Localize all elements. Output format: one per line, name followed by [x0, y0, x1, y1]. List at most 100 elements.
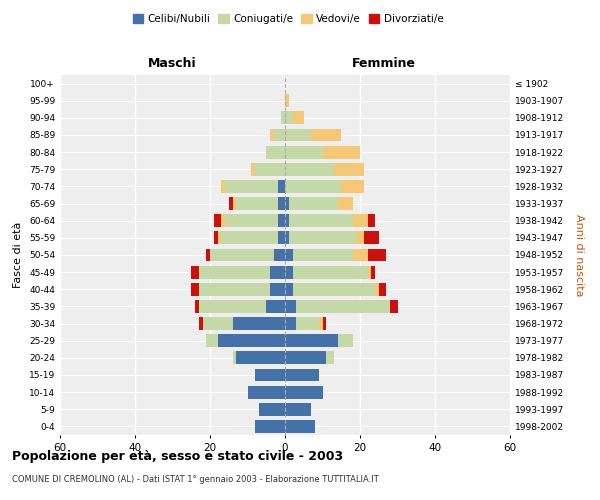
Y-axis label: Anni di nascita: Anni di nascita: [574, 214, 584, 296]
Y-axis label: Fasce di età: Fasce di età: [13, 222, 23, 288]
Bar: [375, 283, 379, 296]
Bar: [233, 352, 236, 364]
Bar: [293, 266, 367, 278]
Bar: [390, 300, 398, 313]
Bar: [277, 232, 285, 244]
Bar: [289, 232, 356, 244]
Bar: [218, 334, 285, 347]
Bar: [221, 180, 225, 193]
Bar: [203, 317, 233, 330]
Bar: [285, 352, 326, 364]
Bar: [285, 180, 341, 193]
Bar: [285, 334, 337, 347]
Bar: [341, 180, 364, 193]
Bar: [266, 300, 285, 313]
Bar: [236, 352, 285, 364]
Bar: [323, 317, 326, 330]
Bar: [285, 128, 311, 141]
Bar: [225, 180, 277, 193]
Bar: [199, 283, 270, 296]
Bar: [199, 300, 266, 313]
Bar: [248, 386, 285, 398]
Bar: [296, 300, 390, 313]
Bar: [353, 214, 367, 227]
Bar: [337, 197, 353, 210]
Bar: [195, 300, 199, 313]
Bar: [285, 197, 289, 210]
Bar: [285, 232, 289, 244]
Text: Maschi: Maschi: [148, 57, 197, 70]
Bar: [319, 317, 323, 330]
Bar: [233, 317, 285, 330]
Bar: [285, 146, 323, 158]
Bar: [214, 214, 221, 227]
Bar: [270, 266, 285, 278]
Bar: [367, 248, 386, 262]
Bar: [277, 180, 285, 193]
Bar: [353, 248, 367, 262]
Bar: [233, 197, 236, 210]
Bar: [277, 214, 285, 227]
Bar: [191, 266, 199, 278]
Bar: [285, 283, 293, 296]
Bar: [293, 283, 375, 296]
Bar: [274, 248, 285, 262]
Bar: [266, 146, 285, 158]
Bar: [255, 163, 285, 175]
Bar: [270, 283, 285, 296]
Bar: [285, 403, 311, 415]
Bar: [206, 248, 210, 262]
Bar: [199, 266, 270, 278]
Bar: [367, 266, 371, 278]
Text: Femmine: Femmine: [352, 57, 416, 70]
Bar: [255, 420, 285, 433]
Bar: [337, 334, 353, 347]
Bar: [221, 232, 277, 244]
Bar: [364, 232, 379, 244]
Bar: [259, 403, 285, 415]
Bar: [289, 214, 353, 227]
Bar: [210, 248, 274, 262]
Bar: [293, 112, 304, 124]
Bar: [367, 214, 375, 227]
Bar: [285, 368, 319, 382]
Bar: [285, 163, 334, 175]
Bar: [281, 112, 285, 124]
Bar: [274, 128, 285, 141]
Bar: [255, 368, 285, 382]
Bar: [285, 214, 289, 227]
Bar: [218, 232, 221, 244]
Bar: [285, 420, 315, 433]
Bar: [371, 266, 375, 278]
Bar: [285, 386, 323, 398]
Bar: [277, 197, 285, 210]
Bar: [236, 197, 277, 210]
Bar: [225, 214, 277, 227]
Bar: [323, 146, 360, 158]
Bar: [311, 128, 341, 141]
Bar: [251, 163, 255, 175]
Bar: [289, 197, 337, 210]
Bar: [285, 112, 293, 124]
Bar: [379, 283, 386, 296]
Bar: [285, 94, 289, 107]
Bar: [206, 334, 218, 347]
Bar: [285, 248, 293, 262]
Bar: [326, 352, 334, 364]
Bar: [285, 300, 296, 313]
Bar: [285, 317, 296, 330]
Bar: [214, 232, 218, 244]
Bar: [191, 283, 199, 296]
Bar: [296, 317, 319, 330]
Legend: Celibi/Nubili, Coniugati/e, Vedovi/e, Divorziati/e: Celibi/Nubili, Coniugati/e, Vedovi/e, Di…: [128, 10, 448, 29]
Bar: [334, 163, 364, 175]
Bar: [229, 197, 233, 210]
Bar: [293, 248, 353, 262]
Bar: [221, 214, 225, 227]
Bar: [270, 128, 274, 141]
Bar: [199, 317, 203, 330]
Text: Popolazione per età, sesso e stato civile - 2003: Popolazione per età, sesso e stato civil…: [12, 450, 343, 463]
Bar: [356, 232, 364, 244]
Text: COMUNE DI CREMOLINO (AL) - Dati ISTAT 1° gennaio 2003 - Elaborazione TUTTITALIA.: COMUNE DI CREMOLINO (AL) - Dati ISTAT 1°…: [12, 475, 379, 484]
Bar: [285, 266, 293, 278]
